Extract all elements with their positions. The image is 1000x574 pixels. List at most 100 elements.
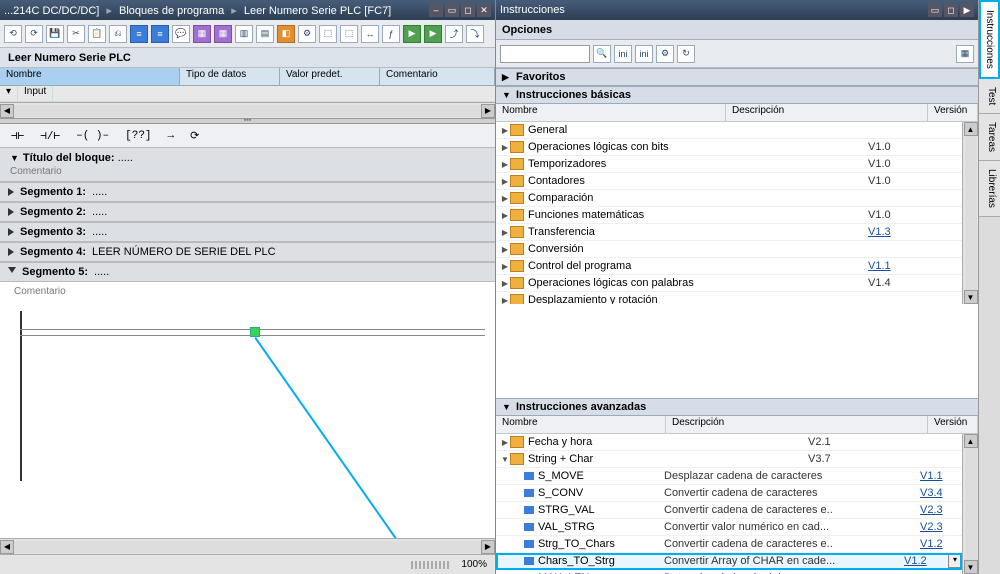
tool-btn[interactable]: ⟳: [25, 25, 43, 43]
tool-btn[interactable]: ◧: [277, 25, 295, 43]
drop-node[interactable]: [250, 327, 260, 337]
tool-btn[interactable]: ⎌: [109, 25, 127, 43]
tree-row[interactable]: ▶Conversión: [496, 241, 962, 258]
instr-row[interactable]: VAL_STRGConvertir valor numérico en cad.…: [496, 519, 962, 536]
panel-btn[interactable]: ◻: [944, 3, 958, 17]
adv-vscroll[interactable]: ▲▼: [962, 434, 978, 574]
col-comentario[interactable]: Comentario: [380, 68, 495, 85]
folder-icon: [510, 226, 524, 238]
scroll-left-icon[interactable]: ◀: [0, 540, 14, 554]
col-valor[interactable]: Valor predet.: [280, 68, 380, 85]
scroll-right-icon[interactable]: ▶: [481, 540, 495, 554]
tool-btn[interactable]: ▶: [403, 25, 421, 43]
breadcrumb-1: ...214C DC/DC/DC]: [4, 5, 99, 17]
tool-btn[interactable]: ▤: [256, 25, 274, 43]
tool-btn[interactable]: 💾: [46, 25, 64, 43]
folder-icon: [510, 260, 524, 272]
folder-icon: [510, 141, 524, 153]
tool-btn[interactable]: ƒ: [382, 25, 400, 43]
tool-btn[interactable]: ▥: [235, 25, 253, 43]
filter-icon[interactable]: ini: [635, 45, 653, 63]
tree-row[interactable]: ▶Operaciones lógicas con palabrasV1.4: [496, 275, 962, 292]
lad-contact[interactable]: ⊣⊢: [6, 126, 29, 146]
tree-row[interactable]: ▶ContadoresV1.0: [496, 173, 962, 190]
lad-coil[interactable]: –( )–: [71, 127, 114, 145]
tool-btn[interactable]: ⚙: [298, 25, 316, 43]
instr-row[interactable]: STRG_VALConvertir cadena de caracteres e…: [496, 502, 962, 519]
scroll-left-icon[interactable]: ◀: [0, 104, 14, 118]
panel-btn[interactable]: ▭: [928, 3, 942, 17]
tree-row[interactable]: ▶Desplazamiento y rotación: [496, 292, 962, 304]
segment-2[interactable]: Segmento 2:.....: [0, 202, 495, 222]
tab-test[interactable]: Test: [979, 79, 1000, 114]
tool-btn[interactable]: ↔: [361, 25, 379, 43]
instr-row[interactable]: Chars_TO_StrgConvertir Array of CHAR en …: [496, 553, 962, 570]
tree-row[interactable]: ▶Operaciones lógicas con bitsV1.0: [496, 139, 962, 156]
close-icon[interactable]: ✕: [477, 3, 491, 17]
tool-btn[interactable]: ⬚: [319, 25, 337, 43]
network-canvas[interactable]: [0, 301, 495, 491]
block-header[interactable]: ▼Título del bloque: ..... Comentario: [0, 148, 495, 182]
editor-hscroll[interactable]: ◀ ▶: [0, 538, 495, 554]
segment-5[interactable]: Segmento 5:.....: [0, 262, 495, 282]
instr-row[interactable]: Strg_TO_CharsConvertir cadena de caracte…: [496, 536, 962, 553]
panel-layout-icon[interactable]: ▦: [956, 45, 974, 63]
maximize-icon[interactable]: ◻: [461, 3, 475, 17]
col-nombre[interactable]: Nombre: [0, 68, 180, 85]
restore-icon[interactable]: ▭: [445, 3, 459, 17]
tree-row[interactable]: ▶Control del programaV1.1: [496, 258, 962, 275]
favoritos-header[interactable]: ▶Favoritos: [496, 68, 978, 86]
instr-row[interactable]: S_MOVEDesplazar cadena de caracteresV1.1: [496, 468, 962, 485]
instr-row[interactable]: MAX_LENDeterminar la longitud de una ca.…: [496, 570, 962, 574]
lad-box[interactable]: [??]: [120, 127, 156, 145]
tab-instrucciones[interactable]: Instrucciones: [979, 0, 1000, 79]
minimize-icon[interactable]: –: [429, 3, 443, 17]
lad-branch[interactable]: →: [163, 127, 180, 145]
tool-btn[interactable]: ≡: [130, 25, 148, 43]
tool-btn[interactable]: 📋: [88, 25, 106, 43]
scroll-right-icon[interactable]: ▶: [481, 104, 495, 118]
segment-4[interactable]: Segmento 4:LEER NÚMERO DE SERIE DEL PLC: [0, 242, 495, 262]
tool-btn[interactable]: ▶: [424, 25, 442, 43]
instr-row[interactable]: S_CONVConvertir cadena de caracteresV3.4: [496, 485, 962, 502]
instruction-icon: [524, 557, 534, 565]
breadcrumb-3: Leer Numero Serie PLC [FC7]: [244, 5, 391, 17]
tool-btn[interactable]: ⬚: [340, 25, 358, 43]
tree-row[interactable]: ▼String + CharV3.7: [496, 451, 962, 468]
filter-icon[interactable]: ini: [614, 45, 632, 63]
tree-row[interactable]: ▶TemporizadoresV1.0: [496, 156, 962, 173]
tool-icon[interactable]: ⚙: [656, 45, 674, 63]
tool-btn[interactable]: ▦: [214, 25, 232, 43]
avanzadas-header[interactable]: ▼Instrucciones avanzadas: [496, 398, 978, 416]
tool-btn[interactable]: ✂: [67, 25, 85, 43]
basic-vscroll[interactable]: ▲▼: [962, 122, 978, 304]
basicas-header[interactable]: ▼Instrucciones básicas: [496, 86, 978, 104]
segment-3[interactable]: Segmento 3:.....: [0, 222, 495, 242]
tool-btn[interactable]: ⤵: [466, 25, 484, 43]
segment-1[interactable]: Segmento 1:.....: [0, 182, 495, 202]
tree-row[interactable]: ▶Funciones matemáticasV1.0: [496, 207, 962, 224]
tool-btn[interactable]: ⤴: [445, 25, 463, 43]
opciones-header[interactable]: Opciones: [496, 20, 978, 40]
tool-btn[interactable]: ≡: [151, 25, 169, 43]
tool-btn[interactable]: 💬: [172, 25, 190, 43]
search-input[interactable]: [500, 45, 590, 63]
lad-refresh[interactable]: ⟳: [185, 126, 204, 146]
tool-icon[interactable]: ↻: [677, 45, 695, 63]
lad-ncontact[interactable]: ⊣/⊢: [35, 126, 65, 146]
iface-hscroll[interactable]: ◀ ▶: [0, 102, 495, 118]
tool-btn[interactable]: ⟲: [4, 25, 22, 43]
tab-tareas[interactable]: Tareas: [979, 114, 1000, 161]
drag-handle[interactable]: [411, 561, 451, 569]
tree-row[interactable]: ▶Fecha y horaV2.1: [496, 434, 962, 451]
tree-row[interactable]: ▶Comparación: [496, 190, 962, 207]
search-icon[interactable]: 🔍: [593, 45, 611, 63]
tree-row[interactable]: ▶General: [496, 122, 962, 139]
panel-collapse-icon[interactable]: ▶: [960, 3, 974, 17]
version-dropdown[interactable]: ▾: [948, 554, 962, 568]
interface-row-input[interactable]: ▾ Input: [0, 86, 495, 102]
tab-librerias[interactable]: Librerías: [979, 161, 1000, 217]
col-tipo[interactable]: Tipo de datos: [180, 68, 280, 85]
tool-btn[interactable]: ▦: [193, 25, 211, 43]
tree-row[interactable]: ▶TransferenciaV1.3: [496, 224, 962, 241]
